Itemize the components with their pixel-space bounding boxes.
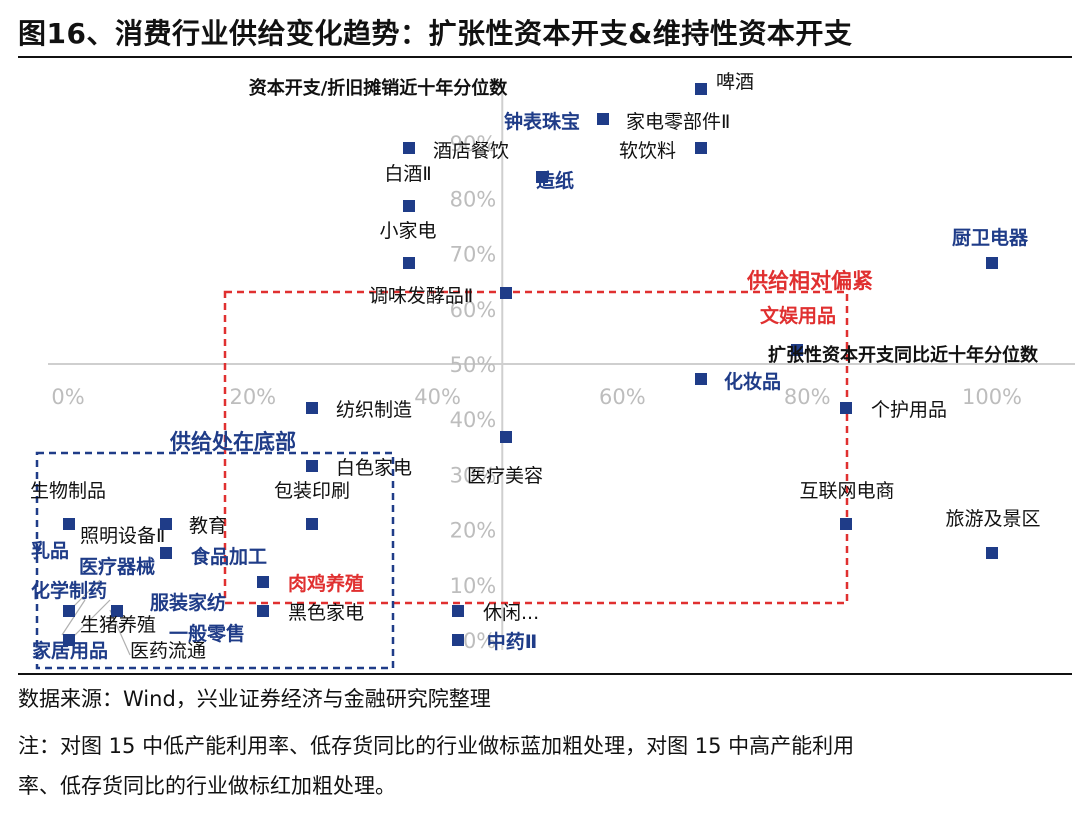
data-label: 化学制药 (31, 579, 107, 602)
data-label: 家居用品 (32, 639, 108, 662)
data-point (403, 200, 415, 212)
data-label: 调味发酵品Ⅱ (369, 285, 473, 307)
data-label: 造纸 (536, 169, 574, 192)
supply-tight-box (223, 290, 849, 605)
x-tick-label: 0% (51, 385, 84, 409)
figure-title: 图16、消费行业供给变化趋势：扩张性资本开支&维持性资本开支 (18, 17, 853, 50)
data-point (986, 257, 998, 269)
data-label: 扩张性资本开支同比近十年分位数 (768, 344, 1039, 366)
y-axis-title: 资本开支/折旧摊销近十年分位数 (249, 77, 509, 99)
data-label: 文娱用品 (760, 304, 836, 327)
data-point (257, 605, 269, 617)
data-point (452, 634, 464, 646)
data-label: 酒店餐饮 (433, 140, 509, 162)
footnote-line-1: 注：对图 15 中低产能利用率、低存货同比的行业做标蓝加粗处理，对图 15 中高… (18, 734, 855, 758)
data-label: 乳品 (31, 539, 69, 562)
y-tick-label: 80% (450, 187, 497, 211)
data-point (500, 431, 512, 443)
data-label: 啤酒 (716, 71, 754, 93)
label-leader-line (109, 609, 131, 656)
data-point (306, 518, 318, 530)
title-divider (18, 56, 1072, 58)
data-label: 教育 (189, 515, 227, 537)
data-label: 黑色家电 (288, 602, 364, 624)
data-label: 食品加工 (191, 545, 267, 568)
data-label: 纺织制造 (336, 399, 412, 421)
data-point (403, 257, 415, 269)
data-label: 小家电 (379, 220, 436, 242)
data-point (257, 576, 269, 588)
data-label: 医药流通 (130, 640, 206, 662)
supply-bottom-box (35, 451, 395, 670)
data-label: 生物制品 (30, 480, 106, 502)
data-label: 白色家电 (336, 457, 412, 479)
data-label: 中药Ⅱ (487, 630, 538, 653)
data-point (695, 373, 707, 385)
data-point (597, 113, 609, 125)
data-label: 医疗器械 (79, 555, 155, 578)
data-point (403, 142, 415, 154)
x-tick-label: 20% (229, 385, 276, 409)
y-tick-label: 40% (450, 408, 497, 432)
x-tick-label: 80% (784, 385, 831, 409)
data-point (840, 402, 852, 414)
data-label: 包装印刷 (274, 480, 350, 502)
data-point (306, 460, 318, 472)
y-tick-label: 10% (450, 574, 497, 598)
scatter-chart: 0% 20% 40% 60% 80% 100% 10% 20% 30% 40% 50% 60% 70% 8… (30, 71, 1075, 670)
data-point (63, 634, 75, 646)
data-label: 钟表珠宝 (504, 110, 580, 133)
data-label: 生猪养殖 (80, 614, 156, 636)
data-point (840, 518, 852, 530)
x-tick-label: 100% (962, 385, 1022, 409)
data-point (160, 518, 172, 530)
data-point (500, 287, 512, 299)
y-tick-label: 70% (450, 243, 497, 267)
data-point (160, 547, 172, 559)
data-point (536, 171, 548, 183)
y-tick-label: 0% (463, 629, 496, 653)
data-label: 休闲... (483, 602, 539, 624)
y-tick-label: 50% (450, 353, 497, 377)
data-point (63, 518, 75, 530)
data-point (695, 142, 707, 154)
data-label: 厨卫电器 (952, 226, 1029, 249)
data-label: 服装家纺 (150, 591, 226, 614)
data-label: 医疗美容 (467, 465, 543, 487)
label-leader-line (61, 599, 86, 636)
data-point (111, 605, 123, 617)
source-note: 数据来源：Wind，兴业证券经济与金融研究院整理 (18, 687, 491, 711)
data-label: 白酒Ⅱ (384, 163, 431, 185)
label-leader-line (69, 599, 111, 641)
data-label: 软饮料 (619, 140, 676, 162)
red-box-label: 供给相对偏紧 (746, 269, 873, 293)
y-tick-label: 60% (450, 298, 497, 322)
data-label: 肉鸡养殖 (288, 572, 364, 595)
data-point (695, 83, 707, 95)
y-tick-label: 30% (450, 463, 497, 487)
blue-box-label: 供给处在底部 (169, 430, 296, 454)
data-label: 照明设备Ⅱ (80, 525, 165, 547)
y-tick-label: 90% (450, 132, 497, 156)
data-label: 家电零部件Ⅱ (626, 111, 730, 133)
data-label: 互联网电商 (799, 480, 894, 502)
data-label: 个护用品 (871, 399, 947, 421)
data-label: 化妆品 (724, 370, 781, 393)
footnote-line-2: 率、低存货同比的行业做标红加粗处理。 (18, 774, 396, 798)
x-tick-label: 60% (599, 385, 646, 409)
data-label: 一般零售 (169, 622, 245, 645)
bottom-divider (18, 673, 1072, 675)
data-point (306, 402, 318, 414)
data-point (452, 605, 464, 617)
data-point (791, 344, 803, 356)
y-tick-label: 20% (450, 519, 497, 543)
data-point (986, 547, 998, 559)
data-label: 旅游及景区 (945, 508, 1040, 530)
data-point (63, 605, 75, 617)
x-tick-label: 40% (414, 385, 461, 409)
